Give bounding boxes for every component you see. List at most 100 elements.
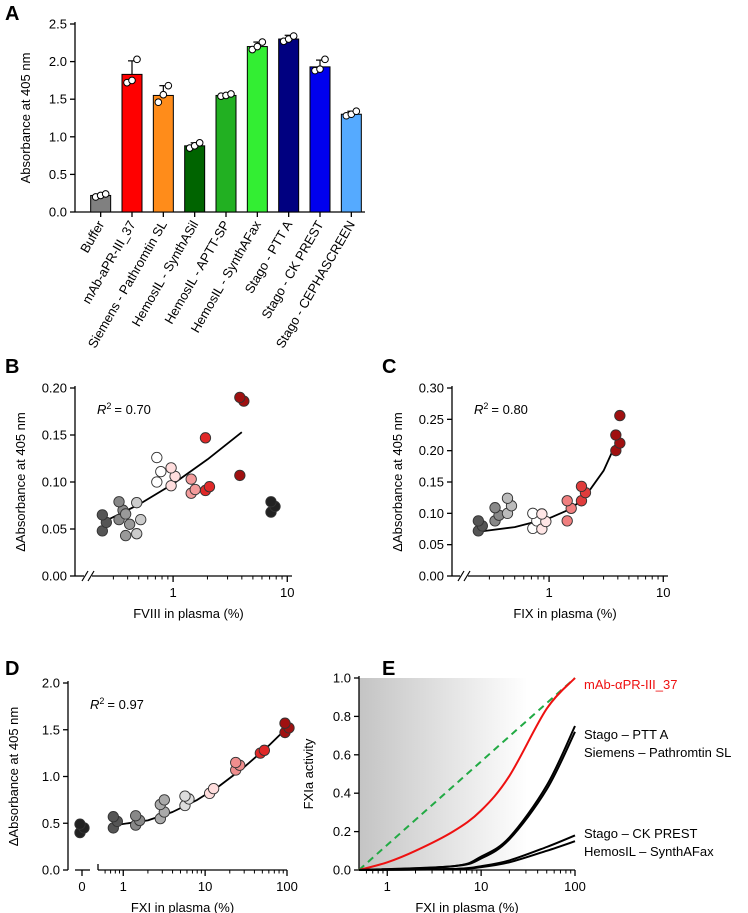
series-label: HemosIL – SynthAFax [584,844,714,859]
y-tick-label: 2.0 [49,54,67,69]
data-point [96,509,108,521]
series-label: mAb-αPR-III_37 [584,677,678,692]
panel-a-letter: A [5,3,19,25]
data-point [135,513,147,526]
data-point [575,480,588,493]
bar [184,145,206,213]
y-tick-label: 0.20 [419,443,444,458]
data-point [501,492,514,504]
y-tick-label: 1.0 [333,671,351,686]
y-axis-title: FXIa activity [301,738,316,809]
bar [215,94,237,213]
y-tick-label: 0.10 [42,475,67,490]
series-line [358,731,576,871]
data-point [561,515,573,527]
data-point [316,65,324,73]
x-tick-label: 1 [384,879,391,894]
y-tick-label: 1.5 [42,722,60,737]
reference-dashed-line [358,677,576,871]
data-point [207,783,220,795]
y-axis-title: ΔAbsorbance at 405 nm [13,412,28,552]
y-tick-label: 0.4 [333,786,351,801]
data-point [258,38,267,46]
x-tick-label: 10 [280,585,294,600]
y-tick-label: 0.00 [42,569,67,584]
panel-b-letter: B [5,356,19,378]
r-superscript: 2 [483,401,488,411]
data-point [279,717,291,729]
data-point [185,473,197,485]
y-tick-label: 2.0 [42,676,60,691]
data-point [265,496,277,508]
x-tick-label: 100 [564,879,586,894]
r-symbol: R [90,697,99,712]
bar [246,46,268,213]
data-point [165,462,177,474]
y-tick-label: 0.20 [42,381,67,396]
series-label: Stago – PTT A [584,727,669,742]
data-point [258,744,271,756]
y-tick-label: 1.0 [42,769,60,784]
series-line [358,840,576,871]
y-tick-label: 0.6 [333,747,351,762]
data-point [151,451,163,464]
y-tick-label: 0.25 [419,412,444,427]
series-label: Stago – CK PREST [584,826,697,841]
x-tick-label: 1 [120,879,127,894]
y-tick-label: 0.0 [333,863,351,878]
data-point [130,810,142,822]
data-point [123,518,136,530]
data-point [155,466,167,478]
data-point [179,790,191,802]
panel-e-fxia-activity: 0.0 0.2 0.4 0.6 0.8 1.0 FXIa activity 1 10 100 FXI… [301,671,731,913]
panel-b-fviii-scatter: 0.00 0.05 0.10 0.15 0.20 ΔAbsorbance at 405 n… [13,381,295,622]
data-point [133,55,141,64]
x-tick-label: 1 [545,585,552,600]
r-squared-label: R2 = 0.70 [97,401,151,417]
data-point [234,469,246,482]
data-point [164,81,173,90]
x-tick-label: 0 [78,879,85,894]
data-point [131,497,143,509]
bar [121,73,143,213]
x-tick-label: Buffer [77,217,108,255]
data-point [610,429,622,441]
axis-break [457,570,465,582]
panel-c-fix-scatter: 0.00 0.05 0.10 0.15 0.20 0.25 0.30 ΔAbsorbance … [390,381,671,622]
bar [152,94,174,213]
axis-break [81,570,89,582]
y-axis-title: ΔAbsorbance at 405 nm [6,707,21,847]
data-point [289,32,298,40]
data-point [189,483,201,496]
data-point [203,481,216,493]
data-point [352,107,361,116]
y-tick-label: 0.0 [49,205,67,220]
x-tick-label: 10 [656,585,670,600]
y-tick-label: 0.30 [419,381,444,396]
data-point [472,515,484,527]
x-tick-label: 10 [198,879,212,894]
y-axis-title: Absorbance at 405 nm [18,53,33,184]
r-squared-label: R2 = 0.80 [474,401,528,417]
y-tick-label: 0.2 [333,824,351,839]
data-point [101,190,110,198]
data-point [107,811,119,823]
data-point [119,508,132,520]
y-axis-title: ΔAbsorbance at 405 nm [390,412,405,552]
data-point [227,90,235,98]
y-tick-label: 0.05 [419,537,444,552]
data-point [165,480,177,492]
data-point [321,55,329,64]
data-point [234,391,246,404]
panel-a-bar-chart: 0.0 0.5 1.0 1.5 2.0 2.5 Absorbance at 405 nm Bu… [18,17,365,351]
y-tick-label: 0.15 [419,475,444,490]
data-point [489,502,501,514]
y-tick-label: 0.05 [42,522,67,537]
y-tick-label: 0.0 [42,863,60,878]
r-superscript: 2 [106,401,111,411]
data-point [131,528,143,540]
panel-c-letter: C [382,356,396,378]
data-point [195,139,204,147]
x-tick-label: 1 [169,585,176,600]
